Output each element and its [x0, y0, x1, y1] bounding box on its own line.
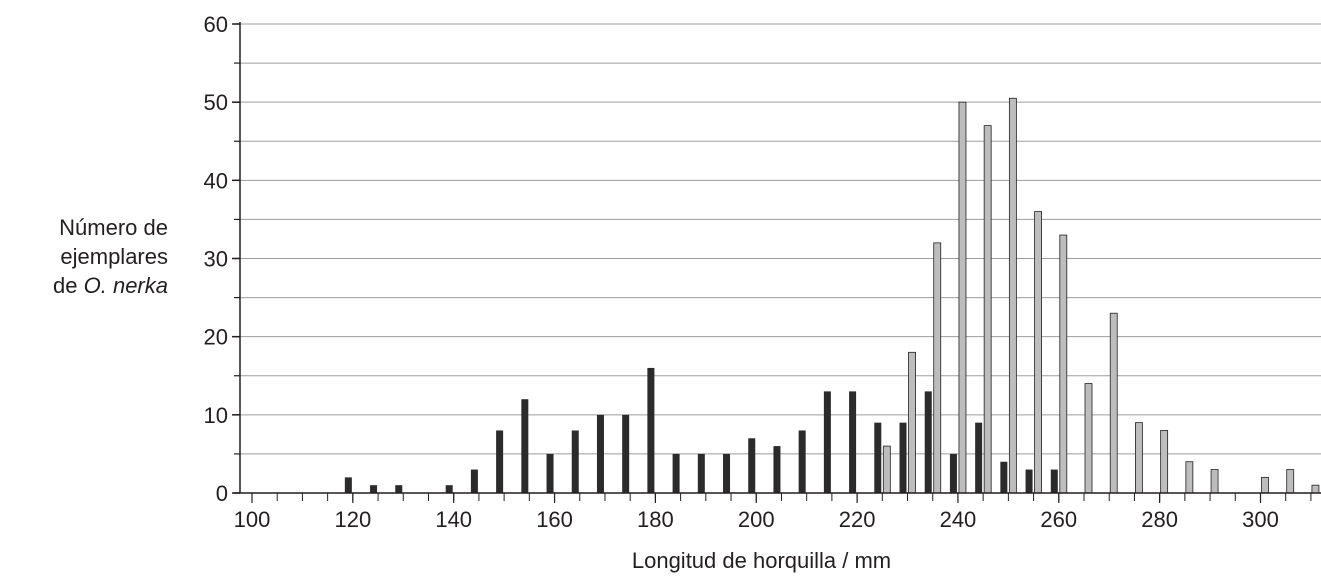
y-axis-label-prefix: de [53, 273, 84, 298]
bar [445, 485, 453, 493]
bar [983, 125, 992, 494]
bar [975, 422, 983, 493]
x-tick-label: 180 [637, 507, 674, 532]
bar [1084, 383, 1093, 494]
x-axis-label: Longitud de horquilla / mm [631, 548, 892, 573]
bar [596, 414, 604, 493]
bars [344, 97, 1320, 494]
bar [1135, 422, 1143, 494]
x-tick-label: 260 [1040, 507, 1077, 532]
bar [1050, 469, 1058, 493]
bar [874, 422, 882, 493]
bar [470, 469, 478, 493]
y-tick-label: 50 [204, 90, 228, 115]
bar [882, 445, 891, 494]
bar [672, 453, 680, 493]
x-tick-label: 220 [839, 507, 876, 532]
bar [571, 430, 579, 493]
bar [1160, 430, 1169, 494]
bar [1286, 469, 1295, 494]
y-tick-label: 30 [204, 247, 228, 272]
bar [1034, 211, 1042, 494]
x-tick-label: 140 [435, 507, 472, 532]
bar [1261, 476, 1269, 494]
y-tick-label: 40 [204, 168, 228, 193]
bar [1311, 484, 1320, 494]
y-axis-label-species: O. nerka [83, 273, 168, 298]
bar [1000, 461, 1008, 493]
axes [232, 22, 1321, 503]
y-axis-label-line-3: de O. nerka [0, 271, 168, 300]
bar [958, 101, 967, 494]
bar [1109, 312, 1118, 494]
x-tick-label: 100 [234, 507, 271, 532]
bar [546, 453, 554, 493]
bar [899, 422, 907, 493]
bar [1185, 461, 1194, 494]
y-axis-label: Número de ejemplares de O. nerka [0, 213, 168, 300]
bar [933, 242, 942, 494]
bar [496, 430, 504, 493]
bar [647, 367, 655, 493]
y-tick-label: 20 [204, 325, 228, 350]
tick-labels: 0 10 20 30 40 50 60 100 120 140 160 180 200 220 240 260… [204, 12, 1279, 532]
y-tick-label: 60 [204, 12, 228, 37]
bar [521, 399, 529, 493]
bar [949, 453, 957, 493]
bar [849, 391, 857, 493]
gridlines [240, 23, 1321, 455]
x-tick-label: 300 [1242, 507, 1279, 532]
bar [748, 438, 756, 493]
bar [798, 430, 806, 493]
y-tick-label: 0 [216, 481, 228, 506]
bar [773, 446, 781, 493]
x-tick-label: 200 [738, 507, 775, 532]
y-axis-label-line-1: Número de [59, 215, 168, 240]
x-tick-label: 160 [536, 507, 573, 532]
bar [823, 391, 831, 493]
y-tick-label: 10 [204, 403, 228, 428]
bar [908, 351, 916, 494]
bar [1059, 234, 1068, 494]
bar [1025, 469, 1033, 493]
bar [370, 485, 378, 493]
bar [622, 414, 630, 493]
bar [395, 485, 403, 493]
x-tick-label: 240 [940, 507, 977, 532]
bar [344, 477, 352, 493]
bar [697, 453, 705, 493]
bar [924, 391, 932, 493]
bar [1008, 97, 1017, 494]
bar [1210, 469, 1219, 494]
bar [723, 453, 731, 493]
x-tick-label: 280 [1141, 507, 1178, 532]
x-tick-label: 120 [334, 507, 371, 532]
y-axis-label-line-2: ejemplares [60, 244, 168, 269]
